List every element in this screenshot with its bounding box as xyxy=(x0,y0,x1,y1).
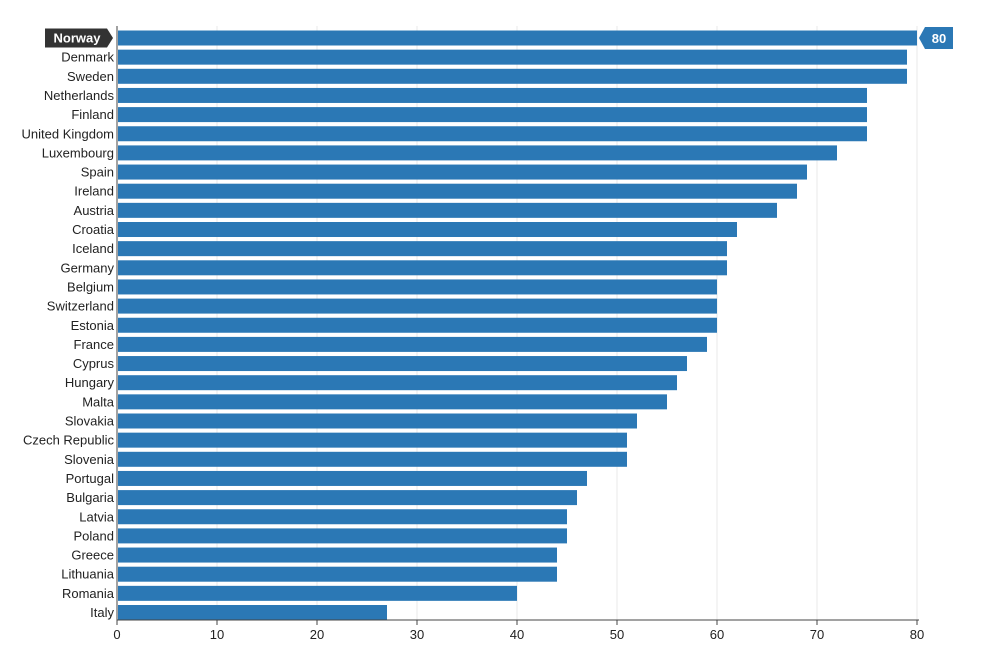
bar-hungary[interactable] xyxy=(118,375,677,391)
bar-sweden[interactable] xyxy=(118,68,907,84)
x-axis: 0 10 20 30 40 50 60 70 80 xyxy=(113,26,924,642)
bar-czech-republic[interactable] xyxy=(118,432,627,448)
bar-france[interactable] xyxy=(118,336,707,352)
bar-croatia[interactable] xyxy=(118,222,737,237)
bar-luxembourg[interactable] xyxy=(118,145,837,161)
category-label: Ireland xyxy=(74,184,114,199)
bar-slovenia[interactable] xyxy=(118,451,627,467)
category-label: Bulgaria xyxy=(66,490,114,505)
x-tick-label: 50 xyxy=(610,627,624,642)
bar-greece[interactable] xyxy=(118,547,557,563)
category-label: Hungary xyxy=(65,375,115,390)
bar-finland[interactable] xyxy=(118,107,867,123)
bar-portugal[interactable] xyxy=(118,470,587,486)
bars-group xyxy=(118,30,917,620)
category-label: Portugal xyxy=(66,471,115,486)
x-tick-label: 20 xyxy=(310,627,324,642)
x-tick-label: 0 xyxy=(113,627,120,642)
bar-latvia[interactable] xyxy=(118,509,567,525)
x-tick-label: 40 xyxy=(510,627,524,642)
category-label: Poland xyxy=(74,528,114,543)
highlight-category-tag xyxy=(45,28,113,48)
category-label: Netherlands xyxy=(44,88,115,103)
bar-denmark[interactable] xyxy=(118,49,907,65)
category-label: United Kingdom xyxy=(22,126,115,141)
category-label: France xyxy=(74,337,114,352)
category-label: Estonia xyxy=(71,318,115,333)
bar-united-kingdom[interactable] xyxy=(118,126,867,142)
bar-poland[interactable] xyxy=(118,528,567,544)
bar-austria[interactable] xyxy=(118,202,777,218)
x-tick-label: 80 xyxy=(910,627,924,642)
bar-spain[interactable] xyxy=(118,164,807,180)
category-label: Italy xyxy=(90,605,114,620)
category-label: Luxembourg xyxy=(42,145,114,160)
category-label: Cyprus xyxy=(73,356,115,371)
bar-romania[interactable] xyxy=(118,585,517,601)
category-label: Austria xyxy=(74,203,115,218)
category-label: Switzerland xyxy=(47,299,114,314)
bar-lithuania[interactable] xyxy=(118,566,557,582)
category-labels: Denmark Sweden Netherlands Finland United Ki… xyxy=(22,50,115,620)
bar-italy[interactable] xyxy=(118,605,387,620)
category-label: Germany xyxy=(61,260,115,275)
bar-iceland[interactable] xyxy=(118,241,727,257)
highlight-value-tag xyxy=(919,27,953,49)
bar-ireland[interactable] xyxy=(118,183,797,199)
category-label: Finland xyxy=(71,107,114,122)
category-label: Czech Republic xyxy=(23,433,115,448)
bar-norway[interactable] xyxy=(118,30,917,46)
category-label: Sweden xyxy=(67,69,114,84)
category-label: Croatia xyxy=(72,222,115,237)
bar-cyprus[interactable] xyxy=(118,356,687,372)
category-label: Slovakia xyxy=(65,414,115,429)
category-label: Greece xyxy=(71,548,114,563)
highlight-group: Norway 80 xyxy=(45,27,953,49)
bar-netherlands[interactable] xyxy=(118,87,867,103)
bar-belgium[interactable] xyxy=(118,279,717,295)
category-label: Slovenia xyxy=(64,452,115,467)
category-label: Romania xyxy=(62,586,115,601)
bar-estonia[interactable] xyxy=(118,317,717,333)
category-label-highlighted: Norway xyxy=(54,31,102,46)
category-label: Iceland xyxy=(72,241,114,256)
bar-bulgaria[interactable] xyxy=(118,490,577,506)
x-tick-label: 70 xyxy=(810,627,824,642)
category-label: Spain xyxy=(81,165,114,180)
bar-slovakia[interactable] xyxy=(118,413,637,429)
x-tick-label: 30 xyxy=(410,627,424,642)
category-label: Denmark xyxy=(61,50,114,65)
category-label: Lithuania xyxy=(61,567,115,582)
bar-germany[interactable] xyxy=(118,260,727,276)
bar-malta[interactable] xyxy=(118,394,667,410)
category-label: Belgium xyxy=(67,279,114,294)
highlight-value-label: 80 xyxy=(932,31,946,46)
x-tick-label: 60 xyxy=(710,627,724,642)
bar-switzerland[interactable] xyxy=(118,298,717,314)
x-tick-label: 10 xyxy=(210,627,224,642)
category-label: Latvia xyxy=(79,509,114,524)
category-label: Malta xyxy=(82,394,115,409)
